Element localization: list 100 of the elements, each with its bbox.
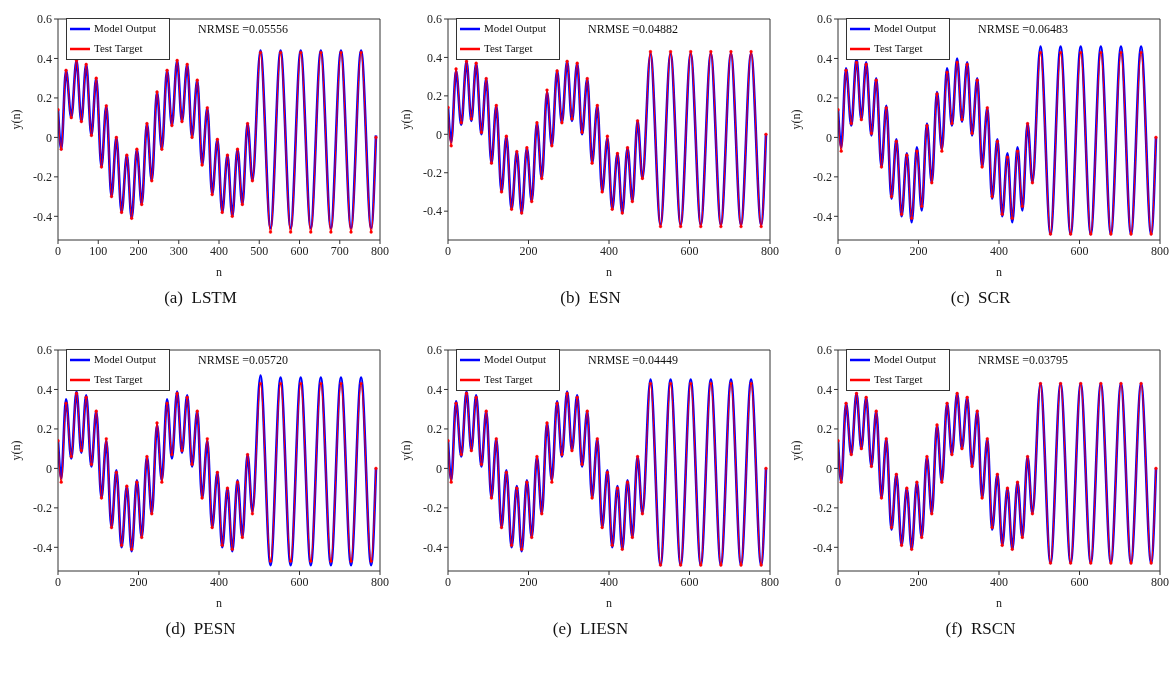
x-tick-label: 800 bbox=[1151, 243, 1169, 258]
y-tick-label: 0.6 bbox=[427, 12, 442, 27]
text: (c) SCR bbox=[949, 288, 1012, 308]
legend-label: Model Output bbox=[94, 352, 157, 365]
x-tick-label: 600 bbox=[1070, 243, 1089, 258]
y-tick-label: -0.4 bbox=[813, 209, 832, 224]
y-tick-label: -0.4 bbox=[813, 540, 832, 555]
x-tick-label: 800 bbox=[371, 243, 389, 258]
legend-label: Test Target bbox=[94, 41, 143, 54]
x-tick-label: 500 bbox=[250, 243, 269, 258]
x-tick-label: 400 bbox=[990, 574, 1008, 589]
y-tick-label: -0.2 bbox=[33, 170, 52, 185]
y-tick-label: 0 bbox=[46, 461, 52, 476]
y-tick-label: 0 bbox=[436, 127, 442, 142]
y-tick-label: -0.2 bbox=[423, 501, 442, 516]
text: (d) PESN bbox=[164, 619, 237, 639]
x-tick-label: 600 bbox=[1070, 574, 1089, 589]
y-tick-label: 0.4 bbox=[37, 51, 52, 66]
x-axis-title: n bbox=[606, 596, 612, 610]
x-tick-label: 800 bbox=[1151, 574, 1169, 589]
x-axis-title: n bbox=[606, 265, 612, 279]
annotation: NRMSE =0.03795 bbox=[978, 353, 1069, 368]
legend-label: Test Target bbox=[484, 41, 533, 54]
y-tick-label: -0.2 bbox=[423, 166, 442, 180]
y-tick-label: 0.2 bbox=[427, 89, 442, 104]
x-tick-label: 600 bbox=[680, 574, 699, 589]
y-tick-label: 0 bbox=[826, 130, 832, 145]
y-tick-label: -0.4 bbox=[33, 209, 52, 224]
y-tick-label: -0.4 bbox=[33, 540, 52, 555]
y-tick-label: 0.2 bbox=[817, 422, 832, 437]
y-tick-label: 0.6 bbox=[427, 343, 442, 358]
y-tick-label: 0.4 bbox=[427, 382, 442, 397]
x-tick-label: 600 bbox=[290, 574, 309, 589]
y-tick-label: 0 bbox=[436, 461, 442, 476]
legend-label: Model Output bbox=[874, 352, 937, 365]
y-axis-title: y(n) bbox=[399, 109, 414, 130]
y-tick-label: 0.4 bbox=[817, 382, 832, 397]
text: (f) RSCN bbox=[944, 619, 1017, 639]
x-axis-title: n bbox=[216, 265, 222, 279]
annotation: NRMSE =0.06483 bbox=[978, 22, 1069, 37]
legend-label: Test Target bbox=[484, 372, 533, 385]
y-tick-label: 0.6 bbox=[817, 12, 832, 27]
x-tick-label: 800 bbox=[761, 243, 779, 258]
y-axis-title: y(n) bbox=[789, 109, 804, 130]
x-tick-label: 200 bbox=[519, 574, 538, 589]
x-tick-label: 600 bbox=[680, 243, 699, 258]
text: (e) LIESN bbox=[551, 619, 630, 639]
y-tick-label: 0 bbox=[46, 130, 52, 145]
x-axis-title: n bbox=[996, 596, 1002, 610]
x-tick-label: 700 bbox=[330, 243, 349, 258]
x-tick-label: 400 bbox=[600, 243, 618, 258]
legend-label: Test Target bbox=[874, 372, 923, 385]
x-tick-label: 800 bbox=[761, 574, 779, 589]
x-tick-label: 400 bbox=[600, 574, 618, 589]
y-tick-label: -0.2 bbox=[813, 501, 832, 516]
legend-label: Model Output bbox=[874, 21, 937, 34]
y-axis-title: y(n) bbox=[9, 109, 24, 130]
x-tick-label: 400 bbox=[210, 243, 228, 258]
x-tick-label: 300 bbox=[169, 243, 188, 258]
x-tick-label: 200 bbox=[129, 243, 148, 258]
y-tick-label: 0.4 bbox=[817, 51, 832, 66]
y-axis-title: y(n) bbox=[9, 440, 24, 461]
x-axis-title: n bbox=[216, 596, 222, 610]
text: (a) LSTM bbox=[163, 288, 238, 308]
y-tick-label: -0.4 bbox=[423, 204, 442, 219]
y-tick-label: 0.2 bbox=[427, 422, 442, 437]
y-tick-label: 0.6 bbox=[37, 12, 52, 27]
y-tick-label: -0.2 bbox=[813, 170, 832, 185]
x-tick-label: 100 bbox=[89, 243, 108, 258]
y-tick-label: 0.4 bbox=[37, 382, 52, 397]
y-tick-label: 0.6 bbox=[37, 343, 52, 358]
y-axis-title: y(n) bbox=[789, 440, 804, 461]
annotation: NRMSE =0.05556 bbox=[198, 22, 289, 37]
annotation: NRMSE =0.04882 bbox=[588, 22, 679, 37]
legend-label: Model Output bbox=[94, 21, 157, 34]
x-axis-title: n bbox=[996, 265, 1002, 279]
y-tick-label: 0.6 bbox=[817, 343, 832, 358]
x-tick-label: 200 bbox=[909, 574, 928, 589]
y-tick-label: 0.2 bbox=[37, 91, 52, 106]
legend-label: Test Target bbox=[874, 41, 923, 54]
text: (b) ESN bbox=[559, 288, 622, 308]
y-axis-title: y(n) bbox=[399, 440, 414, 461]
x-tick-label: 200 bbox=[909, 243, 928, 258]
annotation: NRMSE =0.04449 bbox=[588, 353, 679, 368]
x-tick-label: 400 bbox=[990, 243, 1008, 258]
legend-label: Test Target bbox=[94, 372, 143, 385]
x-tick-label: 400 bbox=[210, 574, 228, 589]
legend-label: Model Output bbox=[484, 21, 547, 34]
y-tick-label: 0.2 bbox=[37, 422, 52, 437]
x-tick-label: 800 bbox=[371, 574, 389, 589]
y-tick-label: 0.2 bbox=[817, 91, 832, 106]
y-tick-label: -0.4 bbox=[423, 540, 442, 555]
y-tick-label: 0.4 bbox=[427, 50, 442, 65]
y-tick-label: 0 bbox=[826, 461, 832, 476]
y-tick-label: -0.2 bbox=[33, 501, 52, 516]
x-tick-label: 200 bbox=[129, 574, 148, 589]
x-tick-label: 200 bbox=[519, 243, 538, 258]
legend-label: Model Output bbox=[484, 352, 547, 365]
annotation: NRMSE =0.05720 bbox=[198, 353, 289, 368]
x-tick-label: 600 bbox=[290, 243, 309, 258]
